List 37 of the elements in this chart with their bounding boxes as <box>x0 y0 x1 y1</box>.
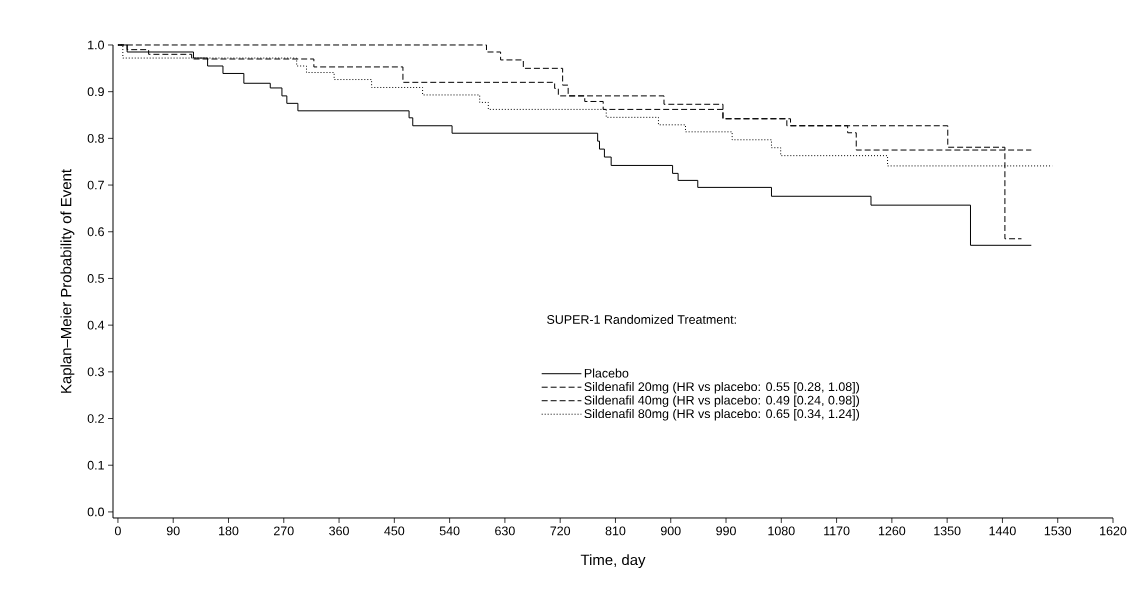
x-tick-label: 360 <box>329 526 349 536</box>
y-tick-label: 0.4 <box>87 320 105 330</box>
legend-label: Sildenafil 20mg (HR vs placebo: 0.55 [0.28, 1.08]) <box>584 381 860 394</box>
y-tick-label: 0.3 <box>87 367 104 377</box>
y-axis-title: Kaplan–Meier Probability of Event <box>60 169 75 393</box>
x-tick-label: 1260 <box>878 526 906 536</box>
y-tick-label: 0.1 <box>87 460 104 470</box>
x-tick-label: 0 <box>114 526 121 536</box>
x-tick-label: 1080 <box>768 526 795 536</box>
x-tick-label: 1350 <box>934 526 961 536</box>
x-tick-label: 90 <box>166 526 180 536</box>
x-tick-label: 810 <box>605 526 626 536</box>
legend-label: Sildenafil 40mg (HR vs placebo: 0.49 [0.24, 0.98]) <box>584 395 860 408</box>
x-tick-label: 1440 <box>989 526 1016 536</box>
x-tick-label: 1530 <box>1044 526 1072 536</box>
y-tick-label: 0.2 <box>87 414 104 423</box>
legend-title: SUPER-1 Randomized Treatment: <box>547 314 736 324</box>
x-tick-label: 630 <box>495 526 515 536</box>
y-tick-label: 0.0 <box>87 507 105 517</box>
x-tick-label: 720 <box>550 526 571 536</box>
x-tick-label: 1620 <box>1100 526 1127 536</box>
x-axis-title: Time, day <box>580 554 646 569</box>
x-tick-label: 540 <box>439 526 460 536</box>
legend-label: Placebo <box>584 368 629 378</box>
x-tick-label: 900 <box>660 526 681 536</box>
y-tick-label: 0.9 <box>87 87 104 97</box>
y-tick-label: 0.6 <box>87 227 104 237</box>
x-tick-label: 990 <box>716 526 736 536</box>
y-tick-label: 0.7 <box>87 180 104 190</box>
legend-label: Sildenafil 80mg (HR vs placebo: 0.65 [0.34, 1.24]) <box>584 408 860 421</box>
x-tick-label: 450 <box>384 526 405 536</box>
x-tick-label: 1170 <box>824 526 850 536</box>
y-tick-label: 1.0 <box>88 40 105 50</box>
y-tick-label: 0.8 <box>87 133 104 143</box>
x-tick-label: 180 <box>219 526 239 536</box>
x-tick-label: 270 <box>274 526 294 536</box>
y-tick-label: 0.5 <box>87 274 104 283</box>
